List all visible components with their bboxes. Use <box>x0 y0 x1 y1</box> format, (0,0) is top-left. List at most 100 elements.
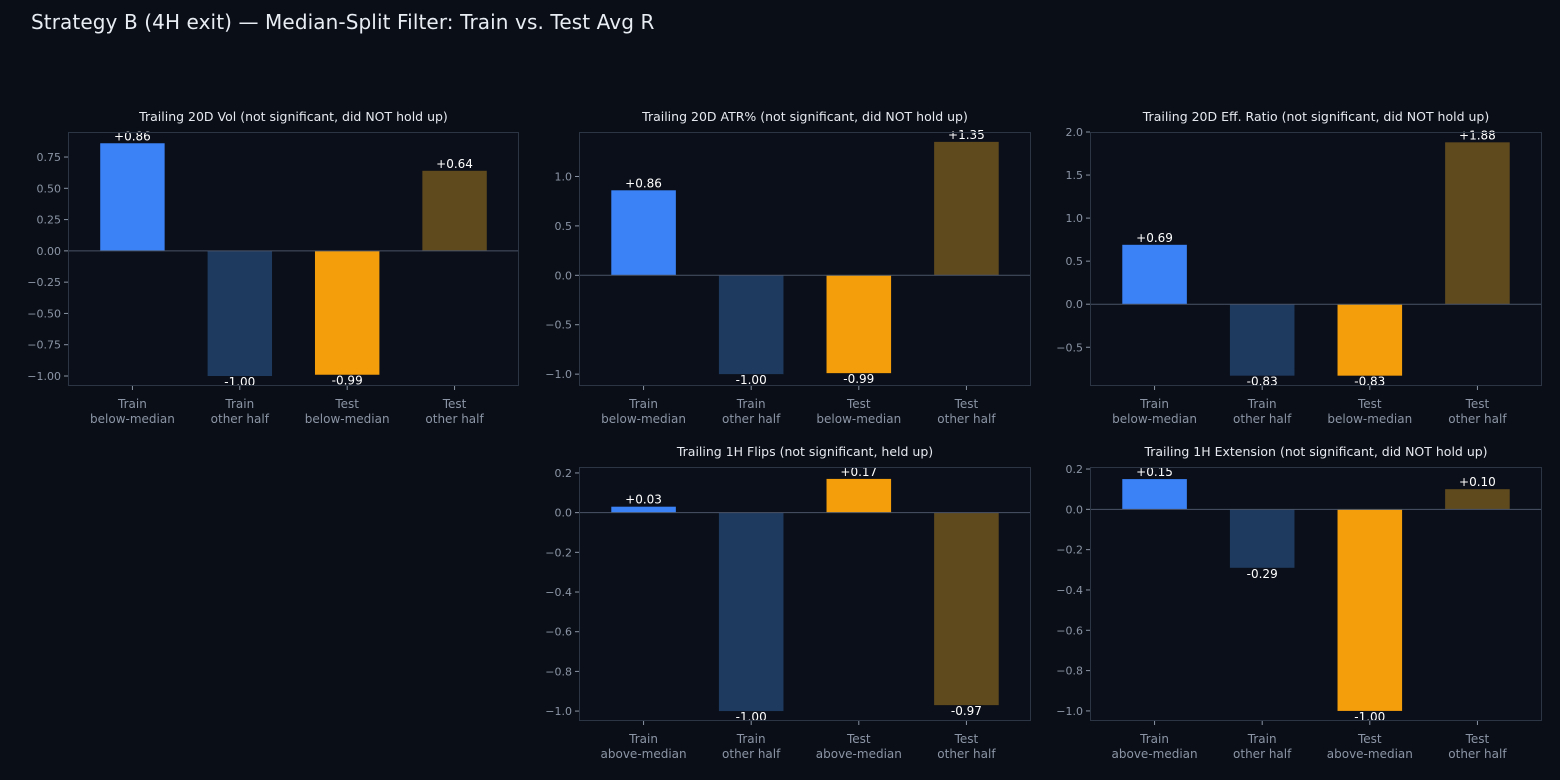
bar <box>1229 509 1295 568</box>
bar <box>934 512 999 706</box>
y-tick-label: 0.50 <box>37 182 62 195</box>
y-tick-label: 1.0 <box>555 170 573 183</box>
y-tick-label: 0.2 <box>1066 463 1084 476</box>
y-tick-label: 0.5 <box>1066 255 1084 268</box>
chart-title: Trailing 1H Flips (not significant, held… <box>676 444 933 459</box>
data-label: -0.99 <box>332 374 363 388</box>
y-tick-label: −1.0 <box>545 705 572 718</box>
x-tick-label: Test below-median <box>816 397 901 426</box>
plot-frame <box>579 467 1031 721</box>
y-tick-label: −0.2 <box>1056 544 1083 557</box>
bar <box>1122 479 1187 510</box>
plot-frame <box>68 132 519 386</box>
y-tick-label: 0.0 <box>555 507 573 520</box>
chart-title: Trailing 20D ATR% (not significant, did … <box>641 109 968 124</box>
y-tick-label: 1.5 <box>1066 169 1084 182</box>
bar <box>1337 509 1403 711</box>
x-tick-label: Train above-median <box>1112 732 1198 761</box>
data-label: +1.35 <box>948 128 985 142</box>
chart-title: Trailing 20D Vol (not significant, did N… <box>138 109 448 124</box>
bar <box>826 275 892 374</box>
data-label: +0.86 <box>625 176 662 190</box>
y-tick-label: 2.0 <box>1066 126 1084 139</box>
y-tick-label: −0.4 <box>545 586 572 599</box>
data-label: +1.88 <box>1459 128 1496 142</box>
x-tick-label: Test other half <box>937 397 996 426</box>
bar <box>207 250 273 376</box>
chart-panel-3: Trailing 20D Eff. Ratio (not significant… <box>1056 109 1542 426</box>
y-tick-label: −0.50 <box>27 307 61 320</box>
x-tick-label: Train below-median <box>1112 397 1197 426</box>
x-tick-label: Train other half <box>1233 732 1292 761</box>
bar <box>611 506 676 513</box>
data-label: +0.69 <box>1136 231 1173 245</box>
chart-title: Trailing 20D Eff. Ratio (not significant… <box>1142 109 1489 124</box>
y-tick-label: 0.0 <box>1066 298 1084 311</box>
x-tick-label: Test other half <box>937 732 996 761</box>
bar <box>314 250 380 375</box>
x-tick-label: Train other half <box>722 732 781 761</box>
bar <box>1337 304 1403 376</box>
data-label: +0.64 <box>436 157 473 171</box>
bar <box>1445 489 1510 510</box>
plot-frame <box>1090 132 1542 386</box>
chart-title: Trailing 1H Extension (not significant, … <box>1143 444 1487 459</box>
data-label: -0.97 <box>951 704 982 718</box>
y-tick-label: 0.0 <box>555 269 573 282</box>
y-tick-label: −0.5 <box>1056 341 1083 354</box>
y-tick-label: −0.5 <box>545 319 572 332</box>
data-label: -0.29 <box>1247 567 1278 581</box>
bar <box>718 512 784 712</box>
plot-frame <box>579 132 1031 386</box>
plot-frame <box>1090 467 1542 721</box>
data-label: +0.86 <box>114 129 151 143</box>
bar <box>422 170 487 251</box>
chart-panel-4: Trailing 1H Flips (not significant, held… <box>545 444 1031 761</box>
y-tick-label: −1.0 <box>1056 705 1083 718</box>
bar <box>1122 244 1187 305</box>
y-tick-label: −0.8 <box>1056 665 1083 678</box>
data-label: -0.99 <box>843 372 874 386</box>
data-label: +0.15 <box>1136 465 1173 479</box>
y-tick-label: −1.00 <box>27 370 61 383</box>
bar <box>1229 304 1295 376</box>
y-tick-label: −0.25 <box>27 276 61 289</box>
y-tick-label: −0.4 <box>1056 584 1083 597</box>
y-tick-label: 0.0 <box>1066 503 1084 516</box>
y-tick-label: −0.6 <box>545 626 572 639</box>
chart-panel-2: Trailing 20D ATR% (not significant, did … <box>545 109 1031 426</box>
y-tick-label: −0.6 <box>1056 624 1083 637</box>
x-tick-label: Test other half <box>425 397 484 426</box>
data-label: +0.10 <box>1459 475 1496 489</box>
x-tick-label: Test other half <box>1448 397 1507 426</box>
x-tick-label: Test below-median <box>305 397 390 426</box>
y-tick-label: 0.25 <box>37 214 62 227</box>
chart-panel-1: Trailing 20D Vol (not significant, did N… <box>27 109 519 426</box>
bar <box>718 275 784 375</box>
y-tick-label: 0.5 <box>555 220 573 233</box>
y-tick-label: 0.75 <box>37 151 62 164</box>
bar <box>100 143 165 251</box>
bar <box>934 141 999 276</box>
x-tick-label: Train below-median <box>601 397 686 426</box>
bar <box>826 478 892 513</box>
x-tick-label: Train other half <box>722 397 781 426</box>
bar <box>1445 142 1510 305</box>
x-tick-label: Test above-median <box>1327 732 1413 761</box>
y-tick-label: −1.0 <box>545 368 572 381</box>
figure-title: Strategy B (4H exit) — Median-Split Filt… <box>31 10 655 34</box>
y-tick-label: −0.75 <box>27 339 61 352</box>
y-tick-label: 0.2 <box>555 467 573 480</box>
x-tick-label: Test other half <box>1448 732 1507 761</box>
x-tick-label: Train below-median <box>90 397 175 426</box>
y-tick-label: 0.00 <box>37 245 62 258</box>
data-label: -1.00 <box>736 373 767 387</box>
y-tick-label: −0.8 <box>545 665 572 678</box>
x-tick-label: Train other half <box>211 397 270 426</box>
bar <box>611 190 676 276</box>
x-tick-label: Test above-median <box>816 732 902 761</box>
data-label: +0.17 <box>840 465 877 479</box>
data-label: +0.03 <box>625 493 662 507</box>
